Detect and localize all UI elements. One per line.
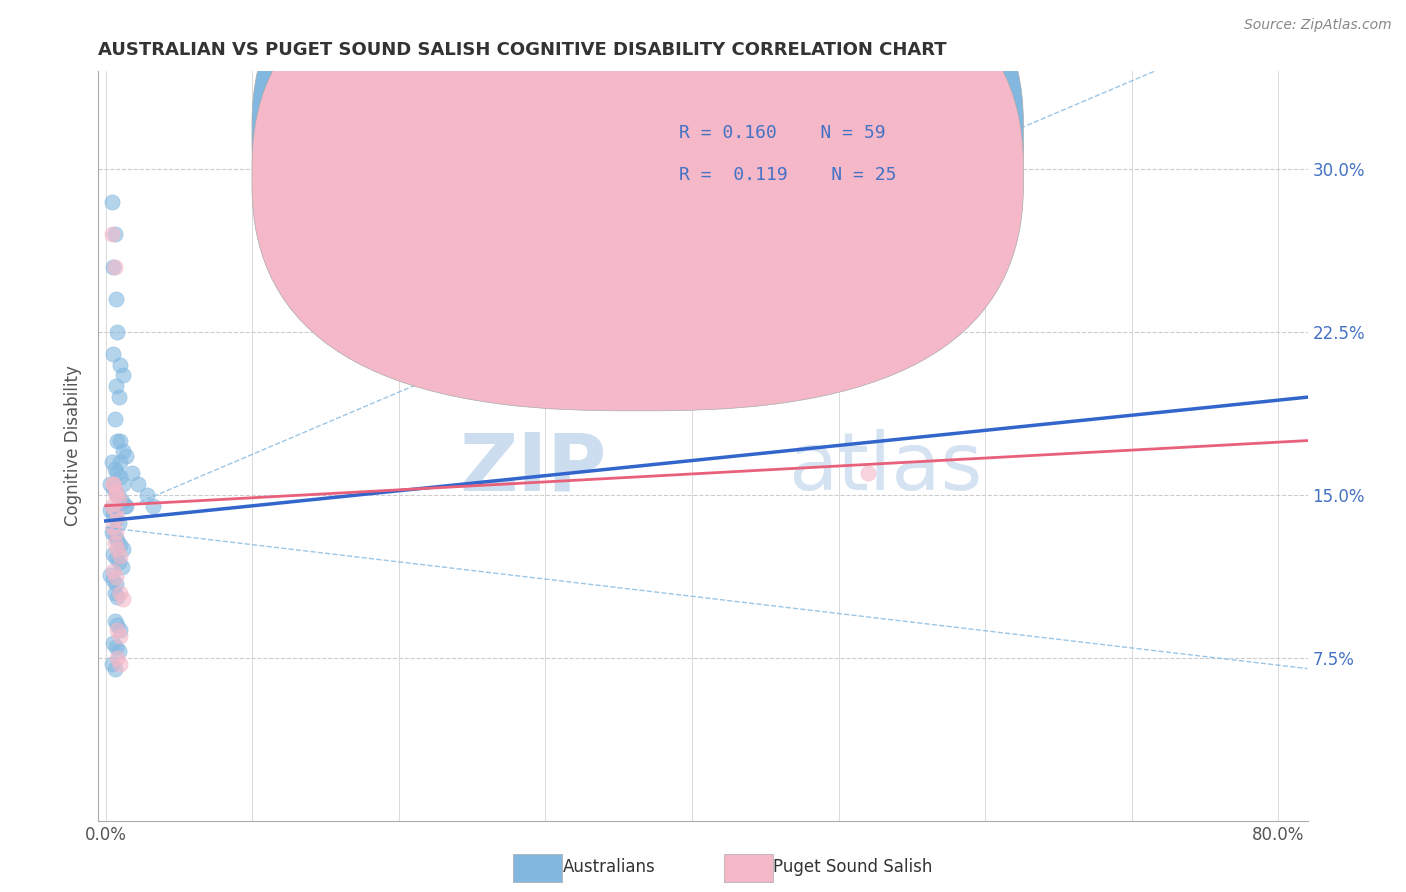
Point: [115, 499, 138, 513]
FancyBboxPatch shape: [595, 102, 945, 210]
Point: [110, 434, 132, 448]
Text: Source: ZipAtlas.com: Source: ZipAtlas.com: [1244, 18, 1392, 32]
Point: [108, 644, 131, 658]
Point: [103, 535, 125, 549]
Point: [105, 488, 128, 502]
Point: [108, 390, 131, 404]
Point: [112, 542, 135, 557]
Point: [329, 314, 352, 328]
Point: [107, 466, 129, 480]
Point: [105, 379, 128, 393]
Point: [107, 434, 129, 448]
Text: AUSTRALIAN VS PUGET SOUND SALISH COGNITIVE DISABILITY CORRELATION CHART: AUSTRALIAN VS PUGET SOUND SALISH COGNITI…: [98, 41, 948, 59]
Point: [142, 499, 165, 513]
Text: R =  0.119    N = 25: R = 0.119 N = 25: [679, 166, 896, 184]
Point: [856, 466, 879, 480]
Point: [105, 570, 128, 584]
Point: [115, 449, 138, 463]
Point: [98, 477, 121, 491]
Point: [101, 635, 124, 649]
Text: Puget Sound Salish: Puget Sound Salish: [773, 858, 932, 876]
Text: atlas: atlas: [787, 429, 981, 508]
Point: [101, 481, 124, 495]
Point: [103, 662, 125, 676]
Point: [103, 412, 125, 426]
Point: [105, 640, 128, 654]
Point: [110, 585, 132, 599]
Point: [101, 520, 124, 534]
Point: [105, 485, 128, 500]
Point: [107, 650, 129, 665]
Text: ZIP: ZIP: [458, 429, 606, 508]
Point: [103, 462, 125, 476]
Text: R = 0.160    N = 59: R = 0.160 N = 59: [679, 124, 886, 142]
Point: [108, 490, 131, 504]
Point: [100, 455, 122, 469]
Point: [108, 492, 131, 507]
Point: [127, 477, 149, 491]
Text: Australians: Australians: [562, 858, 655, 876]
Point: [101, 508, 124, 522]
Y-axis label: Cognitive Disability: Cognitive Disability: [65, 366, 83, 526]
Point: [101, 547, 124, 561]
Point: [103, 260, 125, 274]
Point: [112, 444, 135, 458]
Point: [108, 516, 131, 530]
Point: [107, 542, 129, 557]
Point: [110, 358, 132, 372]
Point: [103, 529, 125, 543]
Point: [105, 483, 128, 498]
Point: [110, 657, 132, 672]
Point: [105, 524, 128, 539]
Point: [98, 503, 121, 517]
Point: [100, 194, 122, 209]
Point: [100, 499, 122, 513]
Point: [110, 623, 132, 637]
Point: [110, 549, 132, 563]
Point: [112, 592, 135, 607]
Point: [108, 555, 131, 569]
Point: [100, 524, 122, 539]
Point: [105, 550, 128, 565]
FancyBboxPatch shape: [252, 0, 1024, 411]
Point: [107, 618, 129, 632]
Point: [101, 260, 124, 274]
Point: [107, 590, 129, 604]
Point: [110, 470, 132, 484]
Point: [101, 564, 124, 578]
Point: [110, 629, 132, 643]
Point: [135, 488, 157, 502]
FancyBboxPatch shape: [252, 0, 1024, 368]
Point: [112, 477, 135, 491]
Point: [100, 657, 122, 672]
Point: [101, 347, 124, 361]
Point: [110, 538, 132, 552]
Point: [105, 512, 128, 526]
Point: [103, 227, 125, 242]
Point: [101, 573, 124, 587]
Point: [101, 477, 124, 491]
Point: [111, 494, 134, 508]
Point: [103, 614, 125, 628]
Point: [103, 585, 125, 599]
Point: [107, 533, 129, 548]
Point: [103, 503, 125, 517]
Point: [110, 455, 132, 469]
Point: [101, 477, 124, 491]
Point: [111, 559, 134, 574]
Point: [112, 368, 135, 383]
Point: [107, 623, 129, 637]
Point: [107, 325, 129, 339]
Point: [98, 568, 121, 582]
Point: [105, 577, 128, 591]
Point: [100, 227, 122, 242]
Point: [107, 509, 129, 524]
Point: [105, 293, 128, 307]
Point: [121, 466, 143, 480]
Point: [114, 499, 136, 513]
